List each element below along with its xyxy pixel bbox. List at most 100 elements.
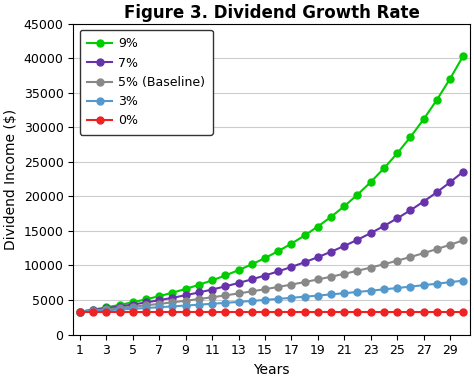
5% (Baseline) xyxy=(328,274,334,279)
3% xyxy=(315,293,321,298)
3% xyxy=(421,283,427,287)
7% xyxy=(143,300,149,305)
5% (Baseline) xyxy=(77,309,83,314)
9% xyxy=(394,151,400,156)
3% xyxy=(355,290,360,294)
3% xyxy=(143,306,149,310)
9% xyxy=(117,303,122,307)
9% xyxy=(289,241,294,246)
5% (Baseline) xyxy=(249,289,255,294)
0% xyxy=(183,309,189,314)
3% xyxy=(170,304,175,309)
3% xyxy=(408,284,413,289)
7% xyxy=(275,269,281,274)
9% xyxy=(249,262,255,267)
9% xyxy=(236,268,241,272)
0% xyxy=(156,309,162,314)
0% xyxy=(143,309,149,314)
0% xyxy=(302,309,308,314)
9% xyxy=(328,215,334,219)
9% xyxy=(315,224,321,229)
Line: 5% (Baseline): 5% (Baseline) xyxy=(76,237,467,315)
5% (Baseline) xyxy=(421,251,427,255)
5% (Baseline) xyxy=(355,269,360,273)
7% xyxy=(434,190,439,195)
7% xyxy=(77,309,83,314)
9% xyxy=(156,294,162,298)
0% xyxy=(289,309,294,314)
7% xyxy=(381,224,387,228)
3% xyxy=(77,309,83,314)
5% (Baseline) xyxy=(103,307,109,312)
3% xyxy=(196,303,202,307)
7% xyxy=(222,284,228,289)
3% xyxy=(236,299,241,304)
0% xyxy=(103,309,109,314)
7% xyxy=(156,298,162,303)
3% xyxy=(249,299,255,303)
5% (Baseline) xyxy=(236,291,241,296)
5% (Baseline) xyxy=(460,238,466,243)
0% xyxy=(209,309,215,314)
0% xyxy=(262,309,268,314)
3% xyxy=(130,306,136,311)
5% (Baseline) xyxy=(130,304,136,309)
5% (Baseline) xyxy=(196,297,202,301)
9% xyxy=(91,307,96,312)
9% xyxy=(170,290,175,295)
3% xyxy=(460,278,466,283)
Y-axis label: Dividend Income ($): Dividend Income ($) xyxy=(4,109,18,250)
9% xyxy=(341,204,347,208)
0% xyxy=(222,309,228,314)
Line: 0%: 0% xyxy=(76,308,467,315)
3% xyxy=(117,307,122,312)
7% xyxy=(130,302,136,307)
Line: 9%: 9% xyxy=(76,52,467,315)
0% xyxy=(394,309,400,314)
3% xyxy=(103,308,109,312)
5% (Baseline) xyxy=(156,302,162,306)
5% (Baseline) xyxy=(289,282,294,287)
3% xyxy=(91,309,96,313)
7% xyxy=(355,237,360,242)
0% xyxy=(434,309,439,314)
9% xyxy=(209,278,215,283)
7% xyxy=(302,260,308,264)
9% xyxy=(222,273,228,278)
5% (Baseline) xyxy=(434,247,439,251)
9% xyxy=(355,192,360,197)
0% xyxy=(91,309,96,314)
0% xyxy=(249,309,255,314)
7% xyxy=(183,293,189,298)
3% xyxy=(262,298,268,302)
0% xyxy=(355,309,360,314)
5% (Baseline) xyxy=(91,308,96,313)
3% xyxy=(368,288,374,293)
3% xyxy=(222,301,228,305)
9% xyxy=(275,249,281,253)
9% xyxy=(262,256,268,260)
3% xyxy=(183,303,189,308)
5% (Baseline) xyxy=(368,265,374,270)
3% xyxy=(156,305,162,309)
0% xyxy=(170,309,175,314)
7% xyxy=(289,265,294,269)
5% (Baseline) xyxy=(117,306,122,311)
7% xyxy=(236,281,241,285)
3% xyxy=(289,296,294,300)
3% xyxy=(302,295,308,299)
7% xyxy=(341,244,347,248)
0% xyxy=(381,309,387,314)
7% xyxy=(315,255,321,259)
5% (Baseline) xyxy=(143,303,149,307)
Legend: 9%, 7%, 5% (Baseline), 3%, 0%: 9%, 7%, 5% (Baseline), 3%, 0% xyxy=(80,30,213,135)
9% xyxy=(302,233,308,238)
5% (Baseline) xyxy=(381,262,387,267)
3% xyxy=(209,301,215,306)
3% xyxy=(447,280,453,285)
7% xyxy=(421,199,427,204)
9% xyxy=(103,305,109,310)
9% xyxy=(381,166,387,171)
7% xyxy=(408,208,413,213)
3% xyxy=(341,291,347,296)
